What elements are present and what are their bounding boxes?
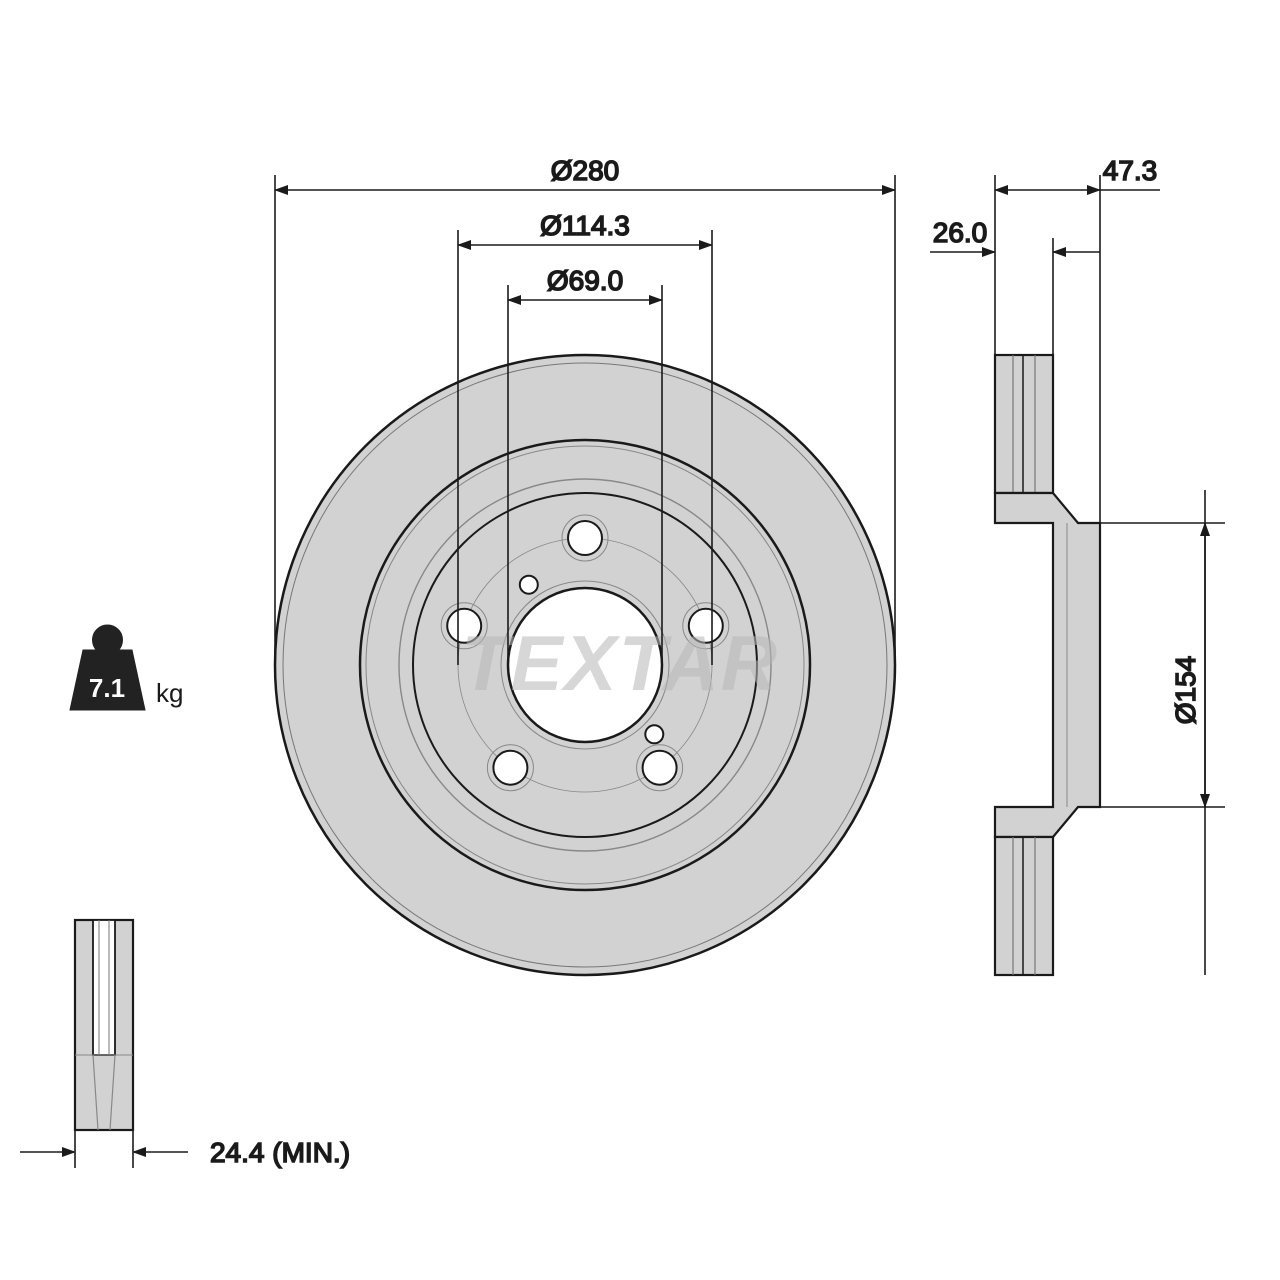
dim-bolt-circle: Ø114.3 xyxy=(540,210,630,241)
dim-center-bore: Ø69.0 xyxy=(547,265,623,296)
dim-hat-diameter: Ø154 xyxy=(1170,656,1201,725)
dim-min-thickness: 24.4 (MIN.) xyxy=(210,1137,350,1168)
min-thickness-section xyxy=(75,920,133,1130)
weight-unit: kg xyxy=(156,678,183,708)
dim-hat-height: 47.3 xyxy=(1103,155,1158,186)
weight-icon: 7.1 kg xyxy=(70,627,183,710)
side-view xyxy=(995,355,1100,975)
brake-disc-drawing: TEXTAR Ø280 Ø114.3 Ø69.0 47.3 26.0 xyxy=(0,0,1280,1280)
dim-thickness: 26.0 xyxy=(933,217,988,248)
weight-value: 7.1 xyxy=(89,673,125,703)
dim-outer-diameter: Ø280 xyxy=(551,155,620,186)
